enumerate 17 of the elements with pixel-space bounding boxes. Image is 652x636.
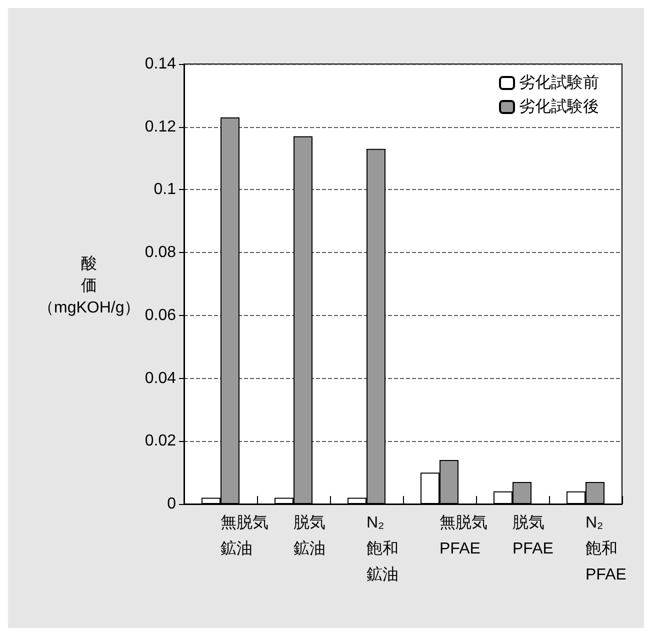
x-tick-label: N₂飽和PFAE [586,514,626,584]
y-tick-label: 0.08 [144,244,176,262]
y-tick-label: 0.14 [144,56,176,72]
x-tick-label: 脱気PFAE [512,514,554,558]
y-tick-label: 0.02 [144,432,176,450]
legend-label: 劣化試験後 [519,98,599,116]
y-axis-title: 酸価（mgKOH/g） [38,254,140,316]
y-tick-label: 0.04 [144,370,176,387]
y-tick-label: 0.1 [154,181,176,198]
x-tick-label: N₂飽和鉱油 [366,514,398,584]
y-tick-label: 0 [167,496,176,512]
y-tick-label: 0.06 [144,306,176,324]
x-tick-label: 無脱気PFAE [440,514,488,558]
x-tick-label: 無脱気鉱油 [220,514,268,558]
x-tick-label: 脱気鉱油 [294,514,326,558]
legend-label: 劣化試験前 [519,74,599,92]
y-tick-label: 0.12 [144,118,176,136]
